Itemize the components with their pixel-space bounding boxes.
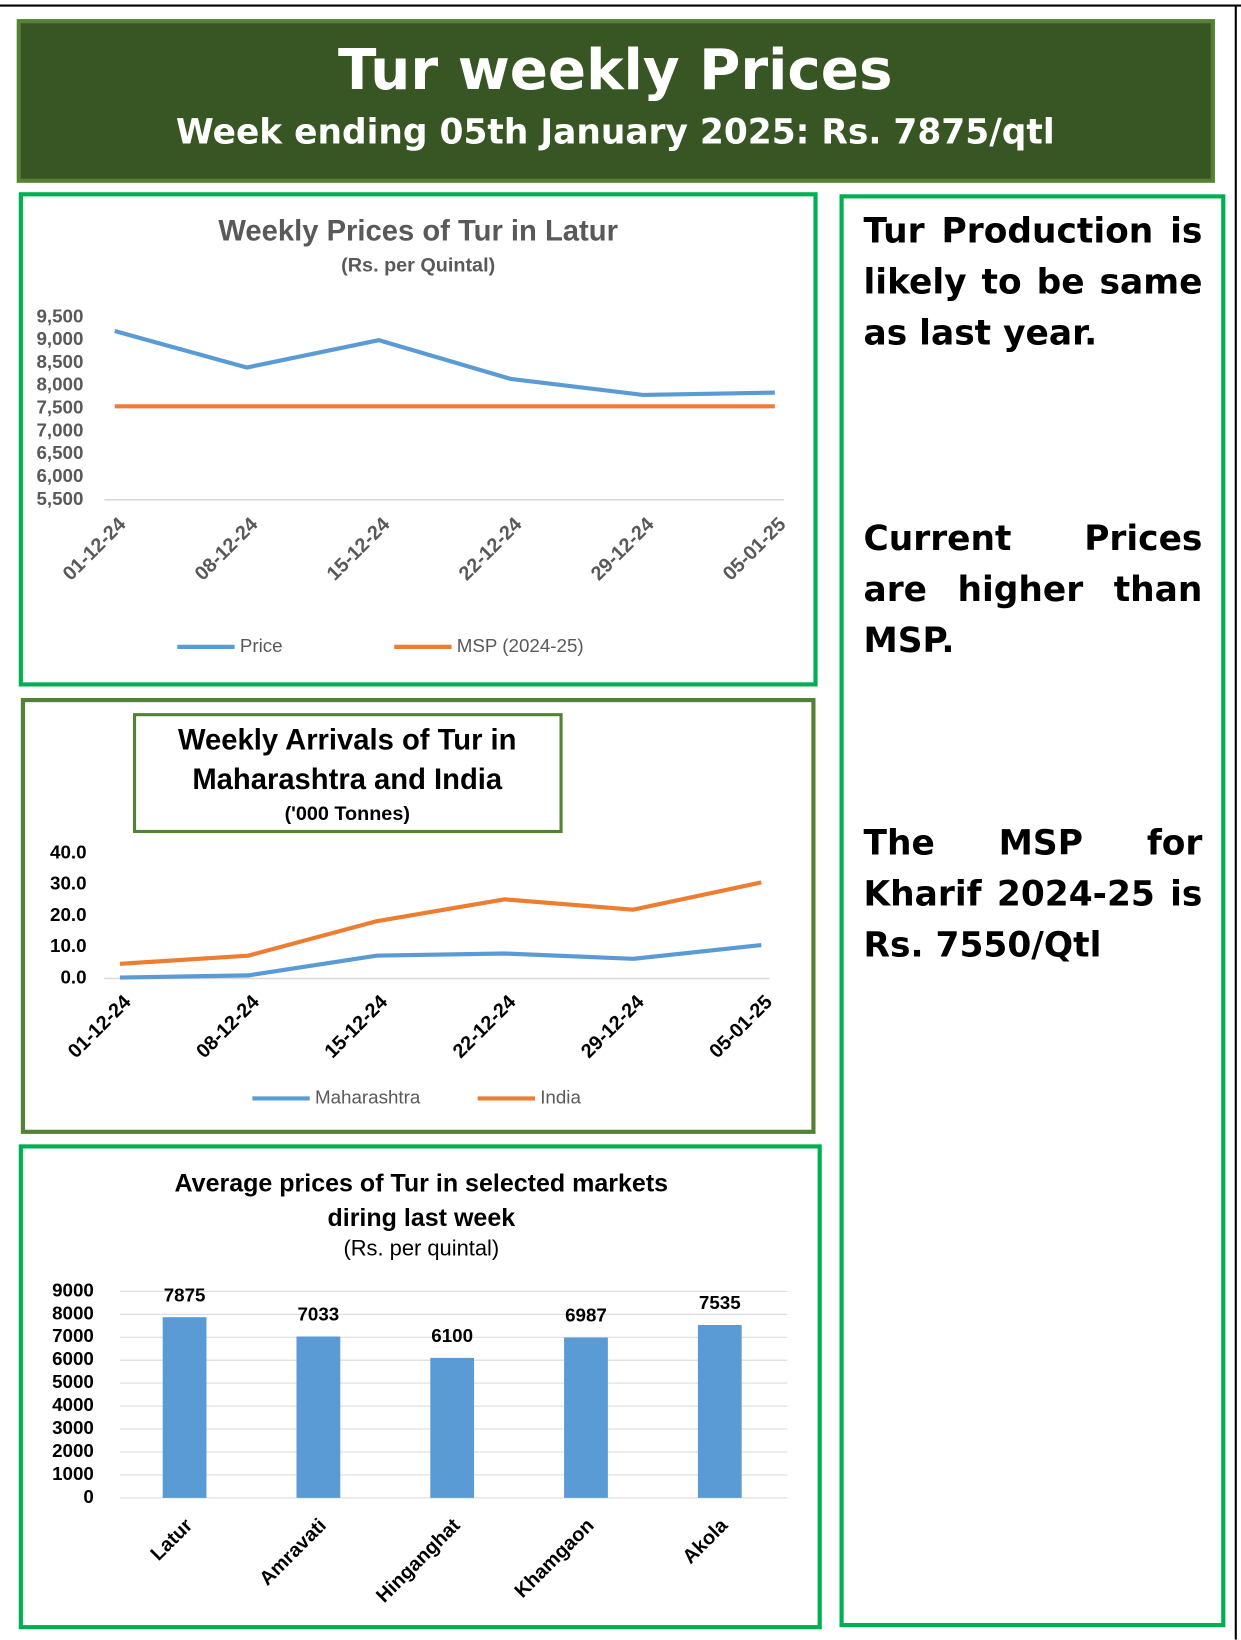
y-tick-label: 0.0 [60, 966, 86, 987]
data-label: 7875 [164, 1284, 206, 1305]
chart-subtitle: (Rs. per Quintal) [341, 254, 495, 276]
data-label: 6100 [431, 1325, 473, 1346]
y-tick-label: 9,500 [36, 305, 83, 326]
bar [430, 1357, 475, 1498]
panel [18, 192, 818, 687]
notes-panel [839, 194, 1226, 1628]
y-tick-label: 9000 [52, 1279, 94, 1300]
y-tick-label: 20.0 [50, 904, 87, 925]
y-tick-label: 6,000 [36, 465, 83, 486]
data-label: 7535 [699, 1292, 741, 1313]
legend-label: India [540, 1086, 581, 1107]
y-tick-label: 10.0 [50, 935, 87, 956]
title-box [132, 713, 563, 834]
y-tick-label: 9,000 [36, 328, 83, 349]
y-tick-label: 5,500 [36, 488, 83, 509]
chart-title: Average prices of Tur in selected market… [175, 1170, 669, 1198]
bar [697, 1324, 742, 1498]
y-tick-label: 40.0 [50, 841, 87, 862]
bar [162, 1317, 207, 1498]
y-tick-label: 8000 [52, 1302, 94, 1323]
header-subtitle: Week ending 05th January 2025: Rs. 7875/… [176, 112, 1055, 152]
data-label: 6987 [565, 1305, 607, 1326]
bar [564, 1337, 608, 1498]
chart-title: Weekly Arrivals of Tur in [178, 725, 516, 757]
chart-subtitle: ('000 Tonnes) [285, 803, 410, 825]
y-tick-label: 0 [83, 1486, 93, 1507]
note: Tur Production is likely to be same as l… [863, 209, 1203, 353]
notes: Tur Production is likely to be same as l… [863, 205, 1207, 1248]
note: Current Prices are higher than MSP. [863, 517, 1203, 661]
panel [18, 1144, 822, 1630]
data-line [114, 329, 775, 397]
notes-body: Tur Production is likely to be same as l… [863, 205, 1207, 1248]
header-box [16, 19, 1215, 183]
chart-title: Maharashtra and India [192, 764, 503, 796]
legend-label: Price [240, 635, 283, 656]
y-tick-label: 8,500 [36, 351, 83, 372]
y-tick-label: 4000 [52, 1394, 94, 1415]
y-tick-label: 5000 [52, 1371, 94, 1392]
chart-title: Weekly Prices of Tur in Latur [218, 216, 618, 248]
legend-label: Maharashtra [315, 1086, 421, 1107]
y-tick-label: 30.0 [50, 873, 87, 894]
header-title: Tur weekly Prices [338, 38, 892, 103]
y-tick-label: 6,500 [36, 442, 83, 463]
y-tick-label: 7,500 [36, 397, 83, 418]
y-tick-label: 6000 [52, 1348, 94, 1369]
data-line [119, 880, 762, 966]
chart-subtitle: (Rs. per quintal) [343, 1235, 499, 1260]
data-line [119, 942, 762, 980]
y-tick-label: 1000 [52, 1463, 94, 1484]
y-tick-label: 3000 [52, 1417, 94, 1438]
data-label: 7033 [298, 1304, 340, 1325]
y-tick-label: 7000 [52, 1325, 94, 1346]
chart-title: diring last week [327, 1204, 515, 1232]
y-tick-label: 8,000 [36, 374, 83, 395]
note: The MSP for Kharif 2024-25 is Rs. 7550/Q… [863, 822, 1203, 965]
y-tick-label: 2000 [52, 1440, 94, 1461]
y-tick-label: 7,000 [36, 419, 83, 440]
bar [296, 1336, 341, 1498]
legend-label: MSP (2024-25) [457, 635, 584, 656]
